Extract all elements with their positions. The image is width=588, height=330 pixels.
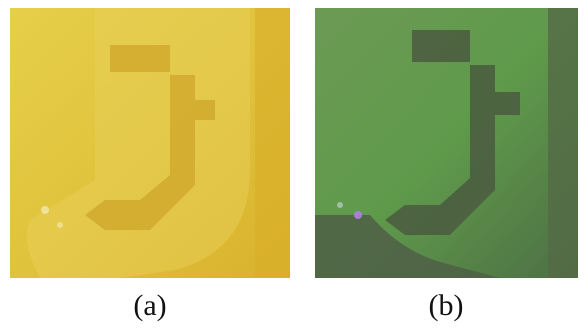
panel-label: (b) [429, 289, 464, 322]
photo-a [10, 8, 290, 278]
photo-b [315, 8, 578, 278]
figure: (a) (b) [0, 0, 588, 330]
panel-label: (a) [133, 289, 166, 322]
figure-canvas: (a) (b) [0, 0, 588, 330]
